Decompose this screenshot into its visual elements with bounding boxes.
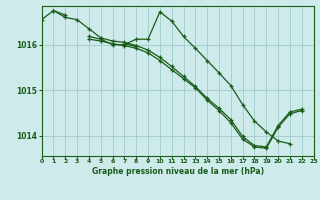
X-axis label: Graphe pression niveau de la mer (hPa): Graphe pression niveau de la mer (hPa): [92, 167, 264, 176]
